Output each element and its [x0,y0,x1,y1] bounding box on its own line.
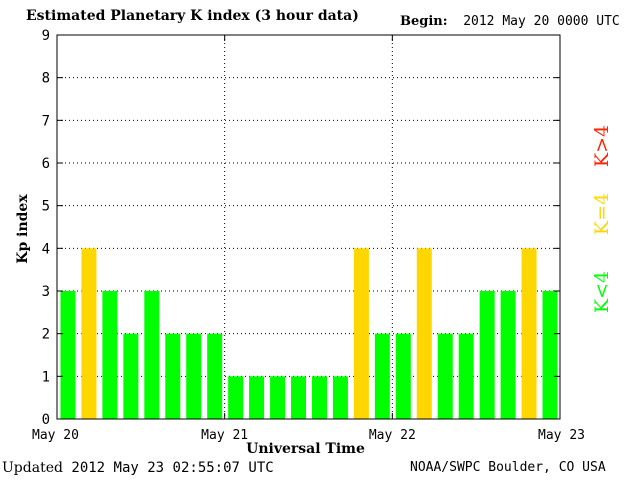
x-axis-label: Universal Time [246,441,365,457]
kp-bar [458,333,474,419]
updated-timestamp: Updated 2012 May 23 02:55:07 UTC [2,460,274,476]
kp-bar [395,333,411,419]
x-tick-label: May 21 [201,428,248,443]
begin-date: Begin: 2012 May 20 0000 UTC [400,14,620,29]
kp-bar [311,376,327,419]
kp-bar [332,376,348,419]
y-tick-label: 0 [42,412,50,428]
kp-bar [81,248,97,419]
y-tick-label: 6 [42,156,50,172]
kp-bar [374,333,390,419]
kp-bar [249,376,265,419]
y-axis-label: Kp index [15,194,31,264]
kp-bar [291,376,307,419]
legend-high: K>4 [591,125,613,167]
kp-bar [144,291,160,419]
chart-title: Estimated Planetary K index (3 hour data… [26,8,359,24]
kp-bar [186,333,202,419]
updated-value: 2012 May 23 02:55:07 UTC [71,460,274,476]
credit-text: NOAA/SWPC Boulder, CO USA [410,460,606,475]
kp-bar [479,291,495,419]
y-tick-label: 7 [42,113,50,129]
kp-bar [437,333,453,419]
kp-bar [270,376,286,419]
legend-low: K<4 [591,271,613,313]
begin-label: Begin: [400,14,448,29]
kp-bar [123,333,139,419]
y-tick-label: 2 [42,327,50,343]
x-tick-label: May 23 [538,428,585,443]
kp-bar [542,291,558,419]
y-tick-label: 3 [42,284,50,300]
x-tick-label: May 20 [32,428,79,443]
y-tick-label: 9 [42,28,50,44]
kp-bar [228,376,244,419]
kp-bar [500,291,516,419]
kp-bar [521,248,537,419]
kp-bar [207,333,223,419]
y-tick-label: 1 [42,369,50,385]
kp-bar [60,291,76,419]
y-tick-label: 5 [42,199,50,215]
y-tick-label: 4 [42,241,50,257]
kp-bar [416,248,432,419]
y-tick-label: 8 [42,71,50,87]
kp-bar [353,248,369,419]
updated-label: Updated [2,460,63,476]
kp-bar [165,333,181,419]
begin-value: 2012 May 20 0000 UTC [463,14,620,29]
legend-mid: K=4 [591,193,613,235]
kp-bar [102,291,118,419]
plot-frame [56,34,561,420]
x-tick-label: May 22 [369,428,416,443]
